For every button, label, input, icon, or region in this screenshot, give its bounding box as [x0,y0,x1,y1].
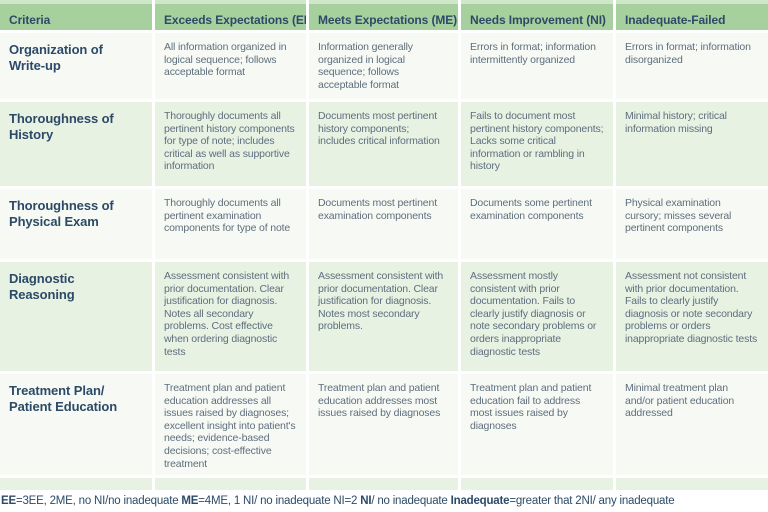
rubric-table: Criteria Exceeds Expectations (EE) Meets… [0,0,768,490]
table-bottom-strip [309,478,458,490]
table-cell: All information organized in logical seq… [155,33,306,99]
table-cell: Physical examination cursory; misses sev… [616,189,768,259]
table-cell: Assessment consistent with prior documen… [155,262,306,371]
scoring-key-term: Inadequate [450,495,510,507]
criterion-thoroughness-of-physical-exam: Thoroughness of Physical Exam [0,189,152,259]
column-header-exceeds-expectations: Exceeds Expectations (EE) [155,0,306,30]
scoring-key-term: NI [360,495,372,507]
table-bottom-strip [155,478,306,490]
column-header-meets-expectations: Meets Expectations (ME) [309,0,458,30]
table-cell: Documents some pertinent examination com… [461,189,613,259]
table-cell: Errors in format; information intermitte… [461,33,613,99]
criterion-thoroughness-of-history: Thoroughness of History [0,102,152,186]
table-bottom-strip [616,478,768,490]
table-cell: Assessment consistent with prior documen… [309,262,458,371]
scoring-key: EE=3EE, 2ME, no NI/no inadequate ME=4ME,… [0,490,768,507]
table-cell: Errors in format; information disorganiz… [616,33,768,99]
table-cell: Assessment mostly consistent with prior … [461,262,613,371]
table-bottom-strip [0,478,152,490]
table-cell: Thoroughly documents all pertinent exami… [155,189,306,259]
scoring-key-term: EE [1,495,16,507]
scoring-key-text: =4ME, 1 NI/ no inadequate NI=2 [198,495,361,507]
table-cell: Thoroughly documents all pertinent histo… [155,102,306,186]
scoring-key-text: / no inadequate [371,495,451,507]
scoring-key-text: =3EE, 2ME, no NI/no inadequate [15,495,182,507]
table-cell: Documents most pertinent history compone… [309,102,458,186]
table-cell: Fails to document most pertinent history… [461,102,613,186]
table-cell: Treatment plan and patient education add… [309,374,458,475]
column-header-needs-improvement: Needs Improvement (NI) [461,0,613,30]
scoring-key-term: ME [181,495,199,507]
column-header-inadequate-failed: Inadequate-Failed [616,0,768,30]
criterion-organization-of-write-up: Organization of Write-up [0,33,152,99]
table-bottom-strip [461,478,613,490]
column-header-criteria: Criteria [0,0,152,30]
table-cell: Assessment not consistent with prior doc… [616,262,768,371]
table-cell: Minimal history; critical information mi… [616,102,768,186]
criterion-treatment-plan-patient-education: Treatment Plan/ Patient Education [0,374,152,475]
table-cell: Documents most pertinent examination com… [309,189,458,259]
table-cell: Minimal treatment plan and/or patient ed… [616,374,768,475]
scoring-key-text: =greater that 2NI/ any inadequate [509,495,675,507]
table-cell: Treatment plan and patient education fai… [461,374,613,475]
table-cell: Information generally organized in logic… [309,33,458,99]
criterion-diagnostic-reasoning: Diagnostic Reasoning [0,262,152,371]
table-cell: Treatment plan and patient education add… [155,374,306,475]
